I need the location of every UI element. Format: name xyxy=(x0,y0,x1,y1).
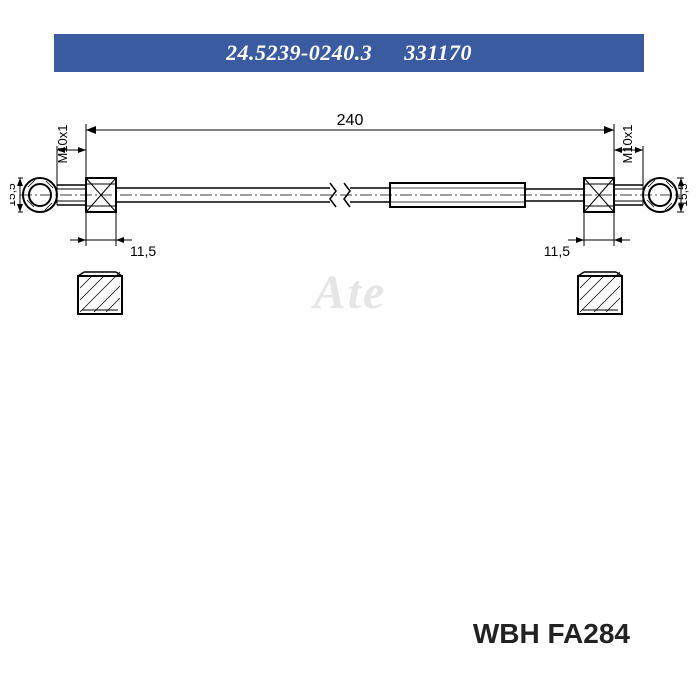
footer-model: FA284 xyxy=(548,618,631,649)
header-bar: 24.5239-0240.3 331170 xyxy=(54,34,644,72)
thread-right: M10x1 xyxy=(620,124,635,163)
part-number-secondary: 331170 xyxy=(404,40,472,66)
technical-diagram: 240 M10x1 M10x1 15,5 xyxy=(10,80,690,340)
footer-brand: WBH xyxy=(473,618,540,649)
dim-height-left: 15,5 xyxy=(10,183,18,207)
part-number-primary: 24.5239-0240.3 xyxy=(226,40,372,66)
dim-length: 240 xyxy=(337,112,364,129)
page-container: 24.5239-0240.3 331170 xyxy=(0,0,700,700)
brake-hose-svg: 240 M10x1 M10x1 15,5 xyxy=(10,80,690,340)
dim-height-right: 15,5 xyxy=(676,183,690,207)
thread-left: M10x1 xyxy=(55,124,70,163)
footer-product-code: WBH FA284 xyxy=(473,618,630,650)
dim-fitting-left: 11,5 xyxy=(130,243,156,259)
dim-fitting-right: 11,5 xyxy=(544,243,570,259)
